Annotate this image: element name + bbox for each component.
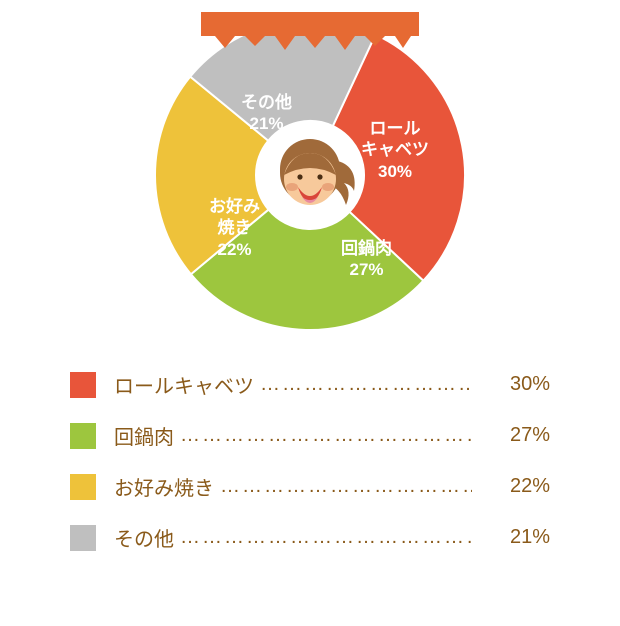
legend-label: ロールキャベツ (114, 370, 254, 399)
slice-pct: 30% (378, 162, 412, 181)
slice-label-huiguorou: 回鍋肉 27% (341, 238, 392, 281)
legend-label: お好み焼き (114, 472, 214, 501)
legend-percent: 21% (478, 526, 550, 549)
legend-row: お好み焼き …………………………………………………… 22% (70, 472, 550, 501)
face-icon (256, 121, 364, 229)
legend-dots: …………………………………………………… (180, 424, 472, 447)
legend-swatch (70, 423, 96, 449)
slice-label-roll-cabbage: ロール キャベツ 30% (361, 118, 429, 182)
banner-shape (201, 12, 419, 50)
legend-label: その他 (114, 523, 174, 552)
legend-swatch (70, 525, 96, 551)
legend-swatch (70, 372, 96, 398)
slice-label-okonomiyaki: お好み 焼き 22% (209, 196, 260, 260)
slice-text: キャベツ (361, 140, 429, 159)
pie-chart: ロール キャベツ 30% 回鍋肉 27% お好み 焼き 22% その他 21% (155, 20, 465, 330)
slice-text: 回鍋肉 (341, 239, 392, 258)
legend-dots: …………………………………………………… (180, 526, 472, 549)
legend-row: ロールキャベツ …………………………………………………… 30% (70, 370, 550, 399)
legend-row: 回鍋肉 …………………………………………………… 27% (70, 421, 550, 450)
chart-title-banner (195, 6, 425, 59)
slice-pct: 27% (349, 260, 383, 279)
legend-dots: …………………………………………………… (260, 373, 472, 396)
slice-text: ロール (370, 119, 421, 138)
legend-swatch (70, 474, 96, 500)
slice-pct: 22% (217, 240, 251, 259)
slice-text: お好み (209, 197, 260, 216)
legend-percent: 22% (478, 475, 550, 498)
legend-row: その他 …………………………………………………… 21% (70, 523, 550, 552)
legend-percent: 27% (478, 424, 550, 447)
legend: ロールキャベツ …………………………………………………… 30% 回鍋肉 …………………… (70, 370, 550, 552)
slice-text: 焼き (218, 218, 252, 237)
legend-percent: 30% (478, 373, 550, 396)
slice-text: その他 (241, 93, 292, 112)
legend-dots: …………………………………………………… (220, 475, 472, 498)
legend-label: 回鍋肉 (114, 421, 174, 450)
